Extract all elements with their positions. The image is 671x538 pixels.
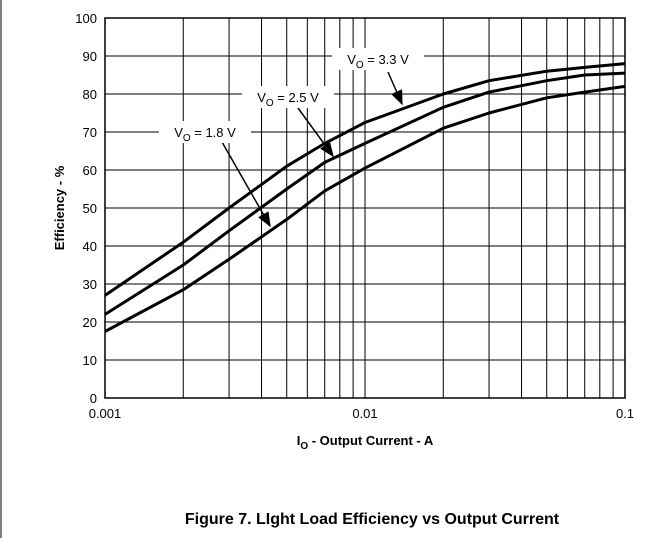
x-label-main: I: [297, 433, 301, 448]
annotation-label: VO = 1.8 V: [174, 125, 236, 144]
x-tick-label: 0.001: [89, 406, 122, 421]
label-sub: O: [356, 60, 364, 71]
label-main: V: [257, 90, 266, 105]
annotation-bg: [332, 48, 424, 70]
y-tick-label: 50: [83, 201, 97, 216]
y-tick-label: 40: [83, 239, 97, 254]
label-sub: O: [183, 133, 191, 144]
annotation-label: VO = 3.3 V: [347, 52, 409, 71]
annotation-label: VO = 2.5 V: [257, 90, 319, 109]
label-rest: = 3.3 V: [364, 52, 409, 67]
annotation-arrow: [387, 71, 403, 106]
y-tick-label: 70: [83, 125, 97, 140]
series-line: [104, 62, 626, 297]
label-sub: O: [266, 98, 274, 109]
y-tick-label: 90: [83, 49, 97, 64]
series-line: [104, 71, 626, 316]
y-tick-label: 30: [83, 277, 97, 292]
y-tick-label: 80: [83, 87, 97, 102]
x-tick-label: 0.1: [616, 406, 634, 421]
x-label-sub: O: [300, 441, 308, 452]
annotation-bg: [242, 86, 334, 108]
label-rest: = 2.5 V: [274, 90, 319, 105]
annotation-arrow: [221, 141, 271, 228]
y-axis-label: Efficiency - %: [52, 165, 67, 250]
y-tick-label: 10: [83, 353, 97, 368]
x-axis-label: IO - Output Current - A: [297, 433, 434, 452]
label-rest: = 1.8 V: [191, 125, 236, 140]
x-label-rest: - Output Current - A: [308, 433, 434, 448]
annotation-bg: [159, 121, 251, 143]
x-tick-label: 0.01: [352, 406, 377, 421]
y-tick-label: 0: [90, 391, 97, 406]
label-main: V: [174, 125, 183, 140]
y-tick-label: 100: [75, 11, 97, 26]
series-line: [104, 84, 626, 333]
y-tick-label: 20: [83, 315, 97, 330]
label-main: V: [347, 52, 356, 67]
annotation-arrow: [297, 107, 334, 158]
plot-border: [104, 17, 626, 399]
chart-title: Figure 7. LIght Load Efficiency vs Outpu…: [185, 511, 560, 528]
y-tick-label: 60: [83, 163, 97, 178]
